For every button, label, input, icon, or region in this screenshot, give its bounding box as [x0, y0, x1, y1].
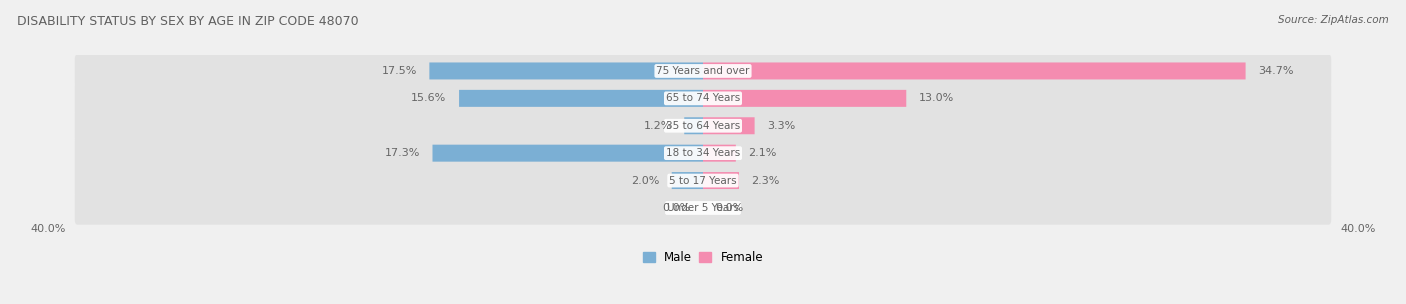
FancyBboxPatch shape	[672, 172, 703, 189]
Text: 2.1%: 2.1%	[748, 148, 776, 158]
Text: 35 to 64 Years: 35 to 64 Years	[666, 121, 740, 131]
Text: 0.0%: 0.0%	[662, 203, 690, 213]
Text: 15.6%: 15.6%	[412, 93, 447, 103]
Text: 17.5%: 17.5%	[381, 66, 416, 76]
Text: 13.0%: 13.0%	[918, 93, 955, 103]
FancyBboxPatch shape	[703, 90, 907, 107]
Text: 17.3%: 17.3%	[385, 148, 420, 158]
FancyBboxPatch shape	[703, 172, 740, 189]
FancyBboxPatch shape	[433, 145, 703, 162]
Text: 1.2%: 1.2%	[644, 121, 672, 131]
Text: 65 to 74 Years: 65 to 74 Years	[666, 93, 740, 103]
Text: Source: ZipAtlas.com: Source: ZipAtlas.com	[1278, 15, 1389, 25]
Text: 2.0%: 2.0%	[631, 175, 659, 185]
FancyBboxPatch shape	[75, 164, 1331, 197]
Text: 5 to 17 Years: 5 to 17 Years	[669, 175, 737, 185]
Text: 3.3%: 3.3%	[768, 121, 796, 131]
FancyBboxPatch shape	[75, 82, 1331, 115]
FancyBboxPatch shape	[685, 117, 703, 134]
Text: 18 to 34 Years: 18 to 34 Years	[666, 148, 740, 158]
FancyBboxPatch shape	[75, 54, 1331, 88]
FancyBboxPatch shape	[460, 90, 703, 107]
FancyBboxPatch shape	[75, 136, 1331, 170]
Text: 0.0%: 0.0%	[716, 203, 744, 213]
Text: 40.0%: 40.0%	[1340, 224, 1375, 234]
FancyBboxPatch shape	[703, 62, 1246, 79]
Text: 2.3%: 2.3%	[751, 175, 780, 185]
FancyBboxPatch shape	[75, 109, 1331, 143]
FancyBboxPatch shape	[75, 191, 1331, 225]
FancyBboxPatch shape	[703, 145, 735, 162]
Text: 40.0%: 40.0%	[31, 224, 66, 234]
FancyBboxPatch shape	[429, 62, 703, 79]
FancyBboxPatch shape	[703, 117, 755, 134]
Legend: Male, Female: Male, Female	[643, 251, 763, 264]
Text: DISABILITY STATUS BY SEX BY AGE IN ZIP CODE 48070: DISABILITY STATUS BY SEX BY AGE IN ZIP C…	[17, 15, 359, 28]
Text: Under 5 Years: Under 5 Years	[666, 203, 740, 213]
Text: 34.7%: 34.7%	[1258, 66, 1294, 76]
Text: 75 Years and over: 75 Years and over	[657, 66, 749, 76]
